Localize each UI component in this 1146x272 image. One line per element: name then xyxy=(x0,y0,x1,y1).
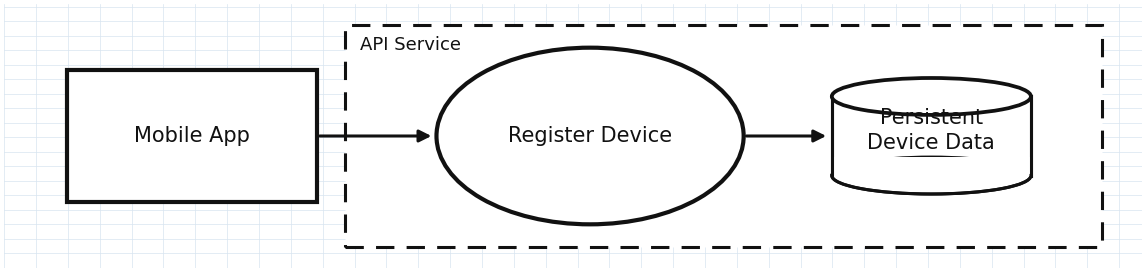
FancyBboxPatch shape xyxy=(345,25,1102,247)
Bar xyxy=(832,157,1031,175)
Ellipse shape xyxy=(832,157,1031,194)
Text: Register Device: Register Device xyxy=(508,126,672,146)
Ellipse shape xyxy=(832,78,1031,115)
Bar xyxy=(832,97,1031,175)
Text: Persistent
Device Data: Persistent Device Data xyxy=(868,108,995,153)
FancyBboxPatch shape xyxy=(66,70,317,202)
Ellipse shape xyxy=(437,48,744,224)
Text: Mobile App: Mobile App xyxy=(134,126,250,146)
Text: API Service: API Service xyxy=(360,36,461,54)
